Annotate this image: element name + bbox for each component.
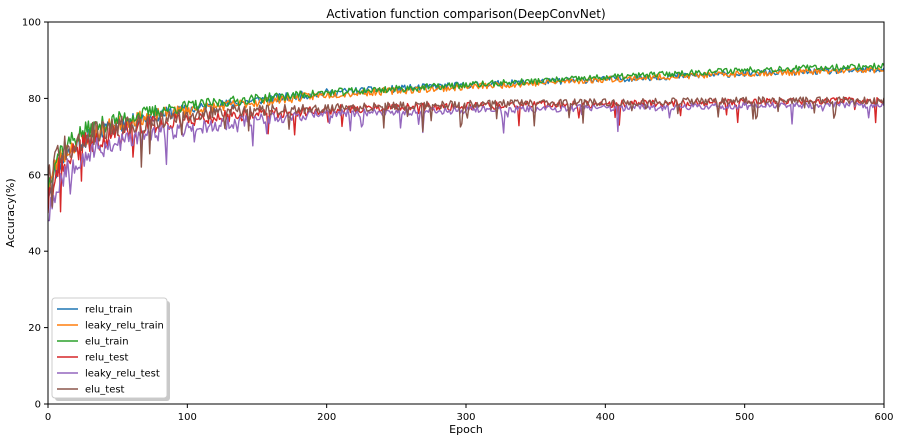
legend-label: elu_train [85, 337, 129, 348]
legend-label: leaky_relu_train [85, 321, 164, 332]
x-tick-label: 400 [596, 412, 615, 423]
legend-label: elu_test [85, 385, 125, 396]
x-tick-label: 500 [735, 412, 754, 423]
x-axis-label: Epoch [449, 423, 483, 436]
x-tick-label: 100 [178, 412, 197, 423]
y-tick-label: 40 [28, 247, 41, 258]
legend-label: leaky_relu_test [85, 369, 160, 380]
x-axis: 0 100 200 300 400 500 600 [45, 404, 894, 423]
y-tick-label: 80 [28, 94, 41, 105]
legend-label: relu_train [85, 305, 132, 316]
legend-label: relu_test [85, 353, 128, 364]
series-line-leaky-relu-train [48, 66, 884, 197]
series-line-elu-train [48, 62, 884, 193]
chart-title: Activation function comparison(DeepConvN… [326, 7, 605, 21]
series-line-leaky-relu-test [48, 100, 884, 222]
legend: relu_train leaky_relu_train elu_train relu_… [51, 297, 170, 401]
y-tick-label: 0 [35, 400, 41, 411]
y-tick-label: 60 [28, 170, 41, 181]
x-tick-label: 600 [874, 412, 893, 423]
y-axis: 0 20 40 60 80 100 [22, 18, 48, 411]
y-axis-label: Accuracy(%) [4, 178, 17, 247]
series-line-relu-test [48, 96, 884, 214]
plot-frame [47, 21, 885, 405]
legend-box [51, 297, 168, 399]
x-tick-label: 300 [456, 412, 475, 423]
x-tick-label: 0 [45, 412, 51, 423]
series-line-elu-test [48, 96, 884, 208]
y-tick-label: 100 [22, 18, 41, 29]
x-tick-label: 200 [317, 412, 336, 423]
y-tick-label: 20 [28, 323, 41, 334]
series-layer [48, 62, 884, 222]
